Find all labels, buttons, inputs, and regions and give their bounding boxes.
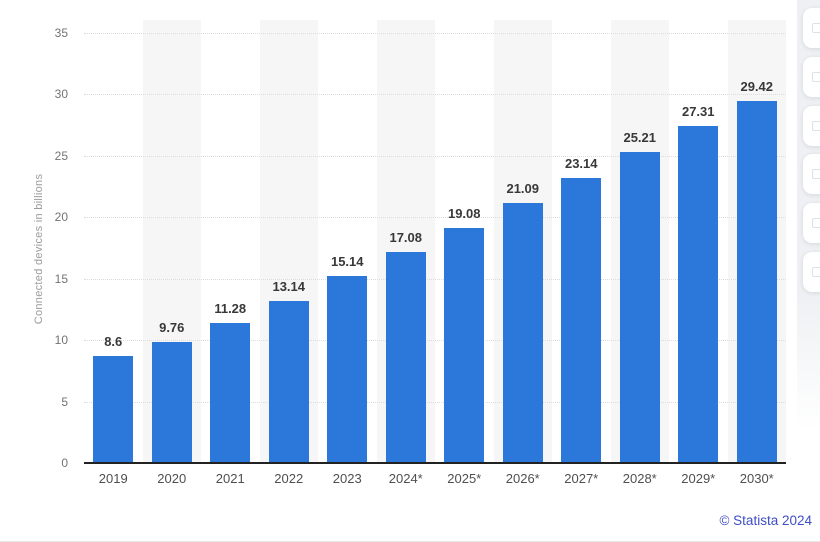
gridline	[84, 340, 786, 342]
bar-2030*[interactable]	[736, 100, 777, 462]
y-tick-label: 20	[54, 210, 68, 225]
action-icon	[812, 71, 820, 82]
y-tick-label: 5	[61, 394, 68, 409]
action-icon	[812, 23, 820, 33]
bar-2029*[interactable]	[678, 126, 719, 462]
action-icon	[812, 218, 820, 229]
bar-2022[interactable]	[268, 300, 309, 462]
y-axis-title: Connected devices in billions	[33, 173, 45, 325]
action-icon	[812, 267, 820, 277]
bar-2024*[interactable]	[385, 252, 426, 462]
x-axis-label: 2023	[332, 471, 362, 486]
gridline	[84, 401, 786, 403]
y-tick-label: 30	[54, 87, 68, 102]
statista-credit-link[interactable]: © Statista 2024	[719, 513, 812, 528]
y-tick-label: 25	[54, 148, 68, 163]
x-axis-label: 2028*	[622, 471, 657, 486]
x-axis-label: 2019	[98, 471, 128, 486]
bar-value-label: 11.28	[214, 301, 247, 317]
bar-value-label: 19.08	[447, 205, 481, 221]
action-icon	[812, 120, 820, 131]
x-axis-label: 2024*	[388, 471, 423, 486]
x-axis-label: 2029*	[681, 471, 716, 486]
gridline	[84, 278, 786, 280]
chart-action-button[interactable]	[803, 8, 820, 48]
y-tick-label: 0	[61, 456, 68, 470]
chart-action-button[interactable]	[803, 56, 820, 97]
bar-value-label: 13.14	[272, 278, 306, 294]
bar-value-label: 27.31	[681, 104, 715, 120]
bar-value-label: 21.09	[506, 180, 540, 196]
bar-2028*[interactable]	[619, 152, 660, 462]
bar-value-label: 29.42	[740, 78, 774, 94]
x-axis-label: 2026*	[505, 471, 540, 486]
bar-2025*[interactable]	[444, 227, 485, 462]
bar-value-label: 17.08	[389, 230, 423, 246]
x-axis-label: 2030*	[739, 471, 774, 486]
chart-action-button[interactable]	[803, 154, 820, 195]
bar-2023[interactable]	[327, 276, 368, 462]
bar-value-label: 9.76	[159, 320, 185, 336]
gridline	[84, 155, 786, 157]
bar-value-label: 25.21	[623, 130, 657, 146]
gridline	[84, 217, 786, 219]
bar-2021[interactable]	[210, 323, 251, 462]
x-axis-label: 2025*	[447, 471, 482, 486]
chart-action-button[interactable]	[803, 203, 820, 244]
chart-action-button[interactable]	[803, 252, 820, 292]
chart-action-button[interactable]	[803, 105, 820, 146]
bar-2027*[interactable]	[561, 177, 602, 462]
action-icon	[812, 169, 820, 180]
x-axis-label: 2022	[274, 471, 304, 486]
y-tick-label: 10	[54, 333, 68, 348]
x-axis-label: 2027*	[564, 471, 599, 486]
bar-value-label: 8.6	[104, 334, 123, 350]
bar-2019[interactable]	[93, 356, 134, 462]
bar-value-label: 23.14	[564, 155, 598, 171]
bar-2026*[interactable]	[502, 202, 543, 462]
gridline	[84, 33, 786, 34]
x-axis-label: 2020	[157, 471, 187, 486]
x-axis-label: 2021	[215, 471, 245, 486]
y-tick-label: 15	[54, 271, 68, 286]
gridline	[84, 94, 786, 96]
y-tick-label: 35	[54, 26, 68, 40]
x-axis-line	[84, 462, 786, 464]
bar-value-label: 15.14	[330, 254, 364, 269]
plot-area: 8.6 9.76 11.28 13.14 15.14 17.08 19.08 21.09 23.…	[84, 20, 786, 464]
bar-2020[interactable]	[151, 342, 192, 462]
